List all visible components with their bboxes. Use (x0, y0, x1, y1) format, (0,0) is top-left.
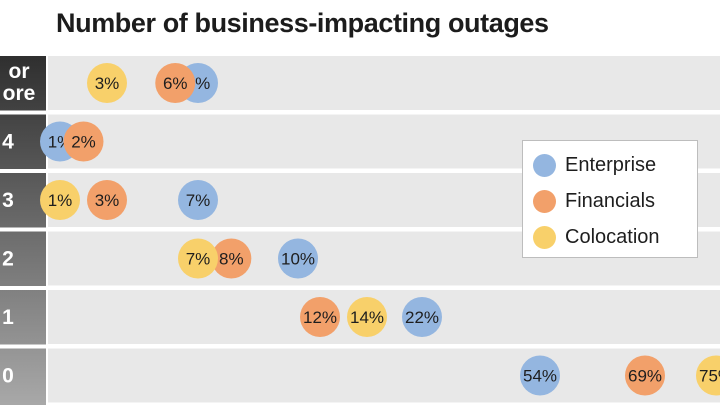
row-band (48, 348, 720, 403)
legend-label: Colocation (565, 225, 660, 248)
data-point (63, 121, 104, 162)
data-label: 2% (71, 133, 96, 152)
data-point (155, 63, 196, 103)
data-label: 54% (523, 367, 557, 386)
data-point (625, 355, 665, 396)
data-label: 14% (350, 308, 384, 327)
data-label: 6% (163, 74, 188, 93)
legend: Enterprise Financials Colocation (522, 140, 698, 258)
data-label: 7% (186, 250, 211, 269)
data-point (696, 355, 720, 396)
data-point (178, 180, 218, 220)
data-label: 75% (699, 367, 720, 386)
data-point (347, 297, 387, 337)
legend-swatch (533, 189, 556, 213)
legend-item: Financials (533, 183, 697, 219)
row-label: 4 (2, 131, 14, 154)
legend-item: Colocation (533, 219, 697, 255)
legend-label: Financials (565, 189, 656, 212)
row-label: 2 (2, 248, 14, 271)
chart-title: Number of business-impacting outages (56, 8, 549, 38)
legend-label: Enterprise (565, 153, 657, 176)
data-label: 7% (186, 191, 211, 210)
row-separator (0, 286, 46, 290)
row-separator (0, 169, 46, 173)
legend-swatch (533, 225, 556, 249)
data-label: 69% (628, 367, 662, 386)
data-label: 10% (281, 250, 315, 269)
data-label: 3% (95, 191, 120, 210)
data-point (87, 63, 127, 103)
data-point (178, 238, 218, 279)
row-separator (0, 110, 46, 115)
data-label: 1% (48, 191, 73, 210)
data-label: 3% (95, 74, 120, 93)
row-separator (0, 227, 46, 232)
data-point (278, 238, 318, 279)
data-point (520, 355, 560, 396)
data-label: 22% (405, 308, 439, 327)
data-point (211, 238, 252, 279)
row-label: or ore (3, 60, 36, 105)
row-band (48, 56, 720, 110)
row-label: 3 (2, 189, 14, 212)
data-label: 12% (303, 308, 337, 327)
row-label: 0 (2, 365, 14, 388)
data-point (40, 180, 80, 220)
data-point (87, 180, 127, 220)
data-point (402, 297, 442, 337)
data-label: 8% (219, 250, 244, 269)
row-label: 1 (2, 306, 14, 329)
legend-swatch (533, 153, 556, 177)
row-separator (0, 344, 46, 349)
legend-item: Enterprise (533, 147, 697, 183)
data-point (300, 297, 340, 337)
